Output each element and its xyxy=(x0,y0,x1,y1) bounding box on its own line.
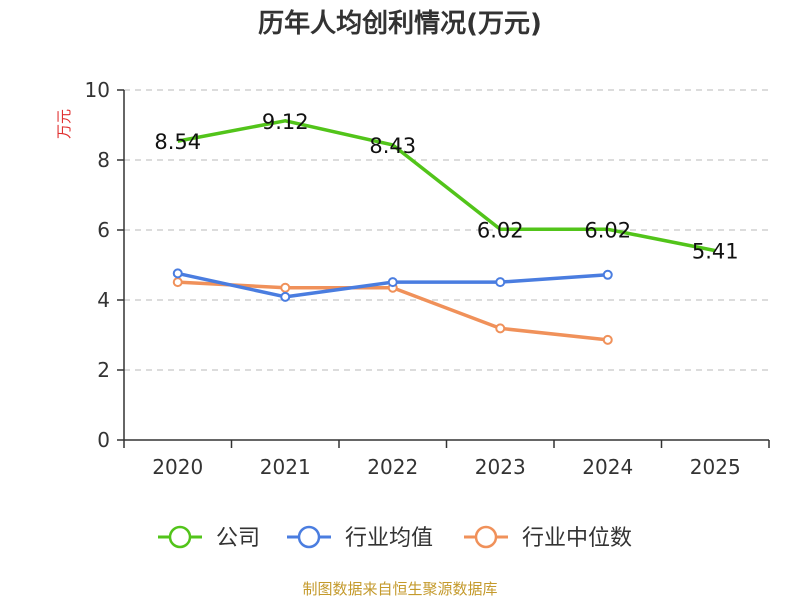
gridlines xyxy=(124,89,769,371)
data-point[interactable] xyxy=(602,334,613,345)
data-point[interactable] xyxy=(172,277,183,288)
legend-label: 公司 xyxy=(216,526,260,551)
x-ticks: 2020 2021 2022 2023 2024 2025 xyxy=(123,440,770,479)
data-point[interactable] xyxy=(495,277,506,288)
data-point[interactable] xyxy=(602,269,613,280)
y-tick-label: 10 xyxy=(85,78,110,102)
x-tick-label: 2022 xyxy=(367,455,418,479)
data-point[interactable] xyxy=(280,282,291,293)
y-tick-label: 0 xyxy=(97,428,110,452)
data-label: 6.02 xyxy=(477,218,524,242)
y-tick-label: 2 xyxy=(97,358,110,382)
x-tick-label: 2021 xyxy=(260,455,311,479)
legend[interactable]: 公司 行业均值 行业中位数 xyxy=(158,525,632,551)
data-label: 8.43 xyxy=(369,134,416,158)
data-point[interactable] xyxy=(387,277,398,288)
x-tick-label: 2024 xyxy=(582,455,633,479)
series-line-0 xyxy=(177,119,716,253)
data-point[interactable] xyxy=(280,291,291,302)
x-tick-label: 2023 xyxy=(475,455,526,479)
y-ticks: 0 2 4 6 8 10 xyxy=(85,78,124,452)
legend-item-2[interactable]: 行业中位数 xyxy=(464,525,632,551)
chart-title: 历年人均创利情况(万元) xyxy=(258,8,542,39)
legend-label: 行业均值 xyxy=(345,526,433,551)
data-label: 5.41 xyxy=(692,240,739,264)
data-label: 9.12 xyxy=(262,110,309,134)
y-tick-label: 6 xyxy=(97,218,110,242)
y-tick-label: 4 xyxy=(97,288,110,312)
data-point[interactable] xyxy=(495,323,506,334)
data-labels: 8.54 9.12 8.43 6.02 6.02 5.41 xyxy=(154,110,738,264)
legend-marker xyxy=(474,525,498,549)
data-label: 8.54 xyxy=(154,130,201,154)
legend-item-0[interactable]: 公司 xyxy=(158,525,260,551)
y-axis-label: 万元 xyxy=(55,109,73,139)
data-label: 6.02 xyxy=(584,218,631,242)
legend-marker xyxy=(297,525,321,549)
y-tick-label: 8 xyxy=(97,148,110,172)
legend-marker xyxy=(168,525,192,549)
data-point[interactable] xyxy=(172,268,183,279)
legend-item-1[interactable]: 行业均值 xyxy=(287,525,433,551)
x-tick-label: 2025 xyxy=(690,455,741,479)
axes xyxy=(123,90,769,441)
source-note: 制图数据来自恒生聚源数据库 xyxy=(302,580,497,598)
series-layer xyxy=(172,119,716,345)
legend-label: 行业中位数 xyxy=(522,526,632,551)
x-tick-label: 2020 xyxy=(152,455,203,479)
